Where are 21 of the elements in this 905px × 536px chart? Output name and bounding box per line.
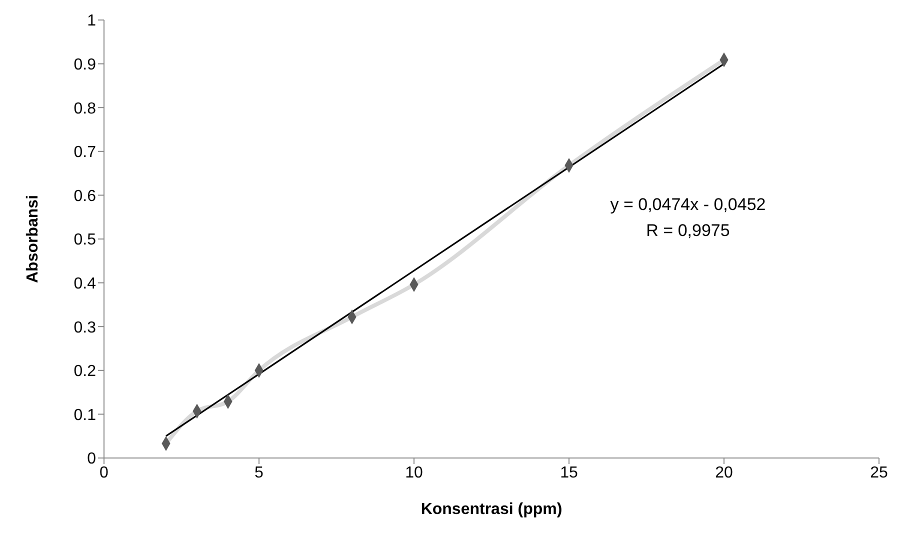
y-tick-label: 0.1 [74,406,96,424]
x-tick-label: 15 [560,464,578,482]
y-axis-title: Absorbansi [24,194,42,284]
y-tick-label: 0.8 [74,100,96,118]
y-tick-label: 0.9 [74,56,96,74]
y-tick-label: 1 [87,12,96,30]
y-tick-label: 0 [87,450,96,468]
y-tick-label: 0.6 [74,188,96,205]
y-tick-label: 0.4 [74,275,96,292]
x-axis-title: Konsentrasi (ppm) [420,501,562,518]
y-tick-label: 0.7 [74,144,96,162]
y-tick-label: 0.5 [74,232,96,249]
x-tick-label: 0 [100,464,109,482]
annotation: R = 0,9975 [645,220,731,242]
y-tick-label: 0.3 [74,319,96,336]
x-tick-label: 20 [715,464,733,482]
y-tick-label: 0.2 [74,363,96,380]
x-tick-label: 5 [254,464,264,482]
annotation: y = 0,0474x - 0,0452 [609,194,767,216]
x-tick-label: 25 [870,464,888,482]
x-tick-label: 10 [405,464,423,482]
